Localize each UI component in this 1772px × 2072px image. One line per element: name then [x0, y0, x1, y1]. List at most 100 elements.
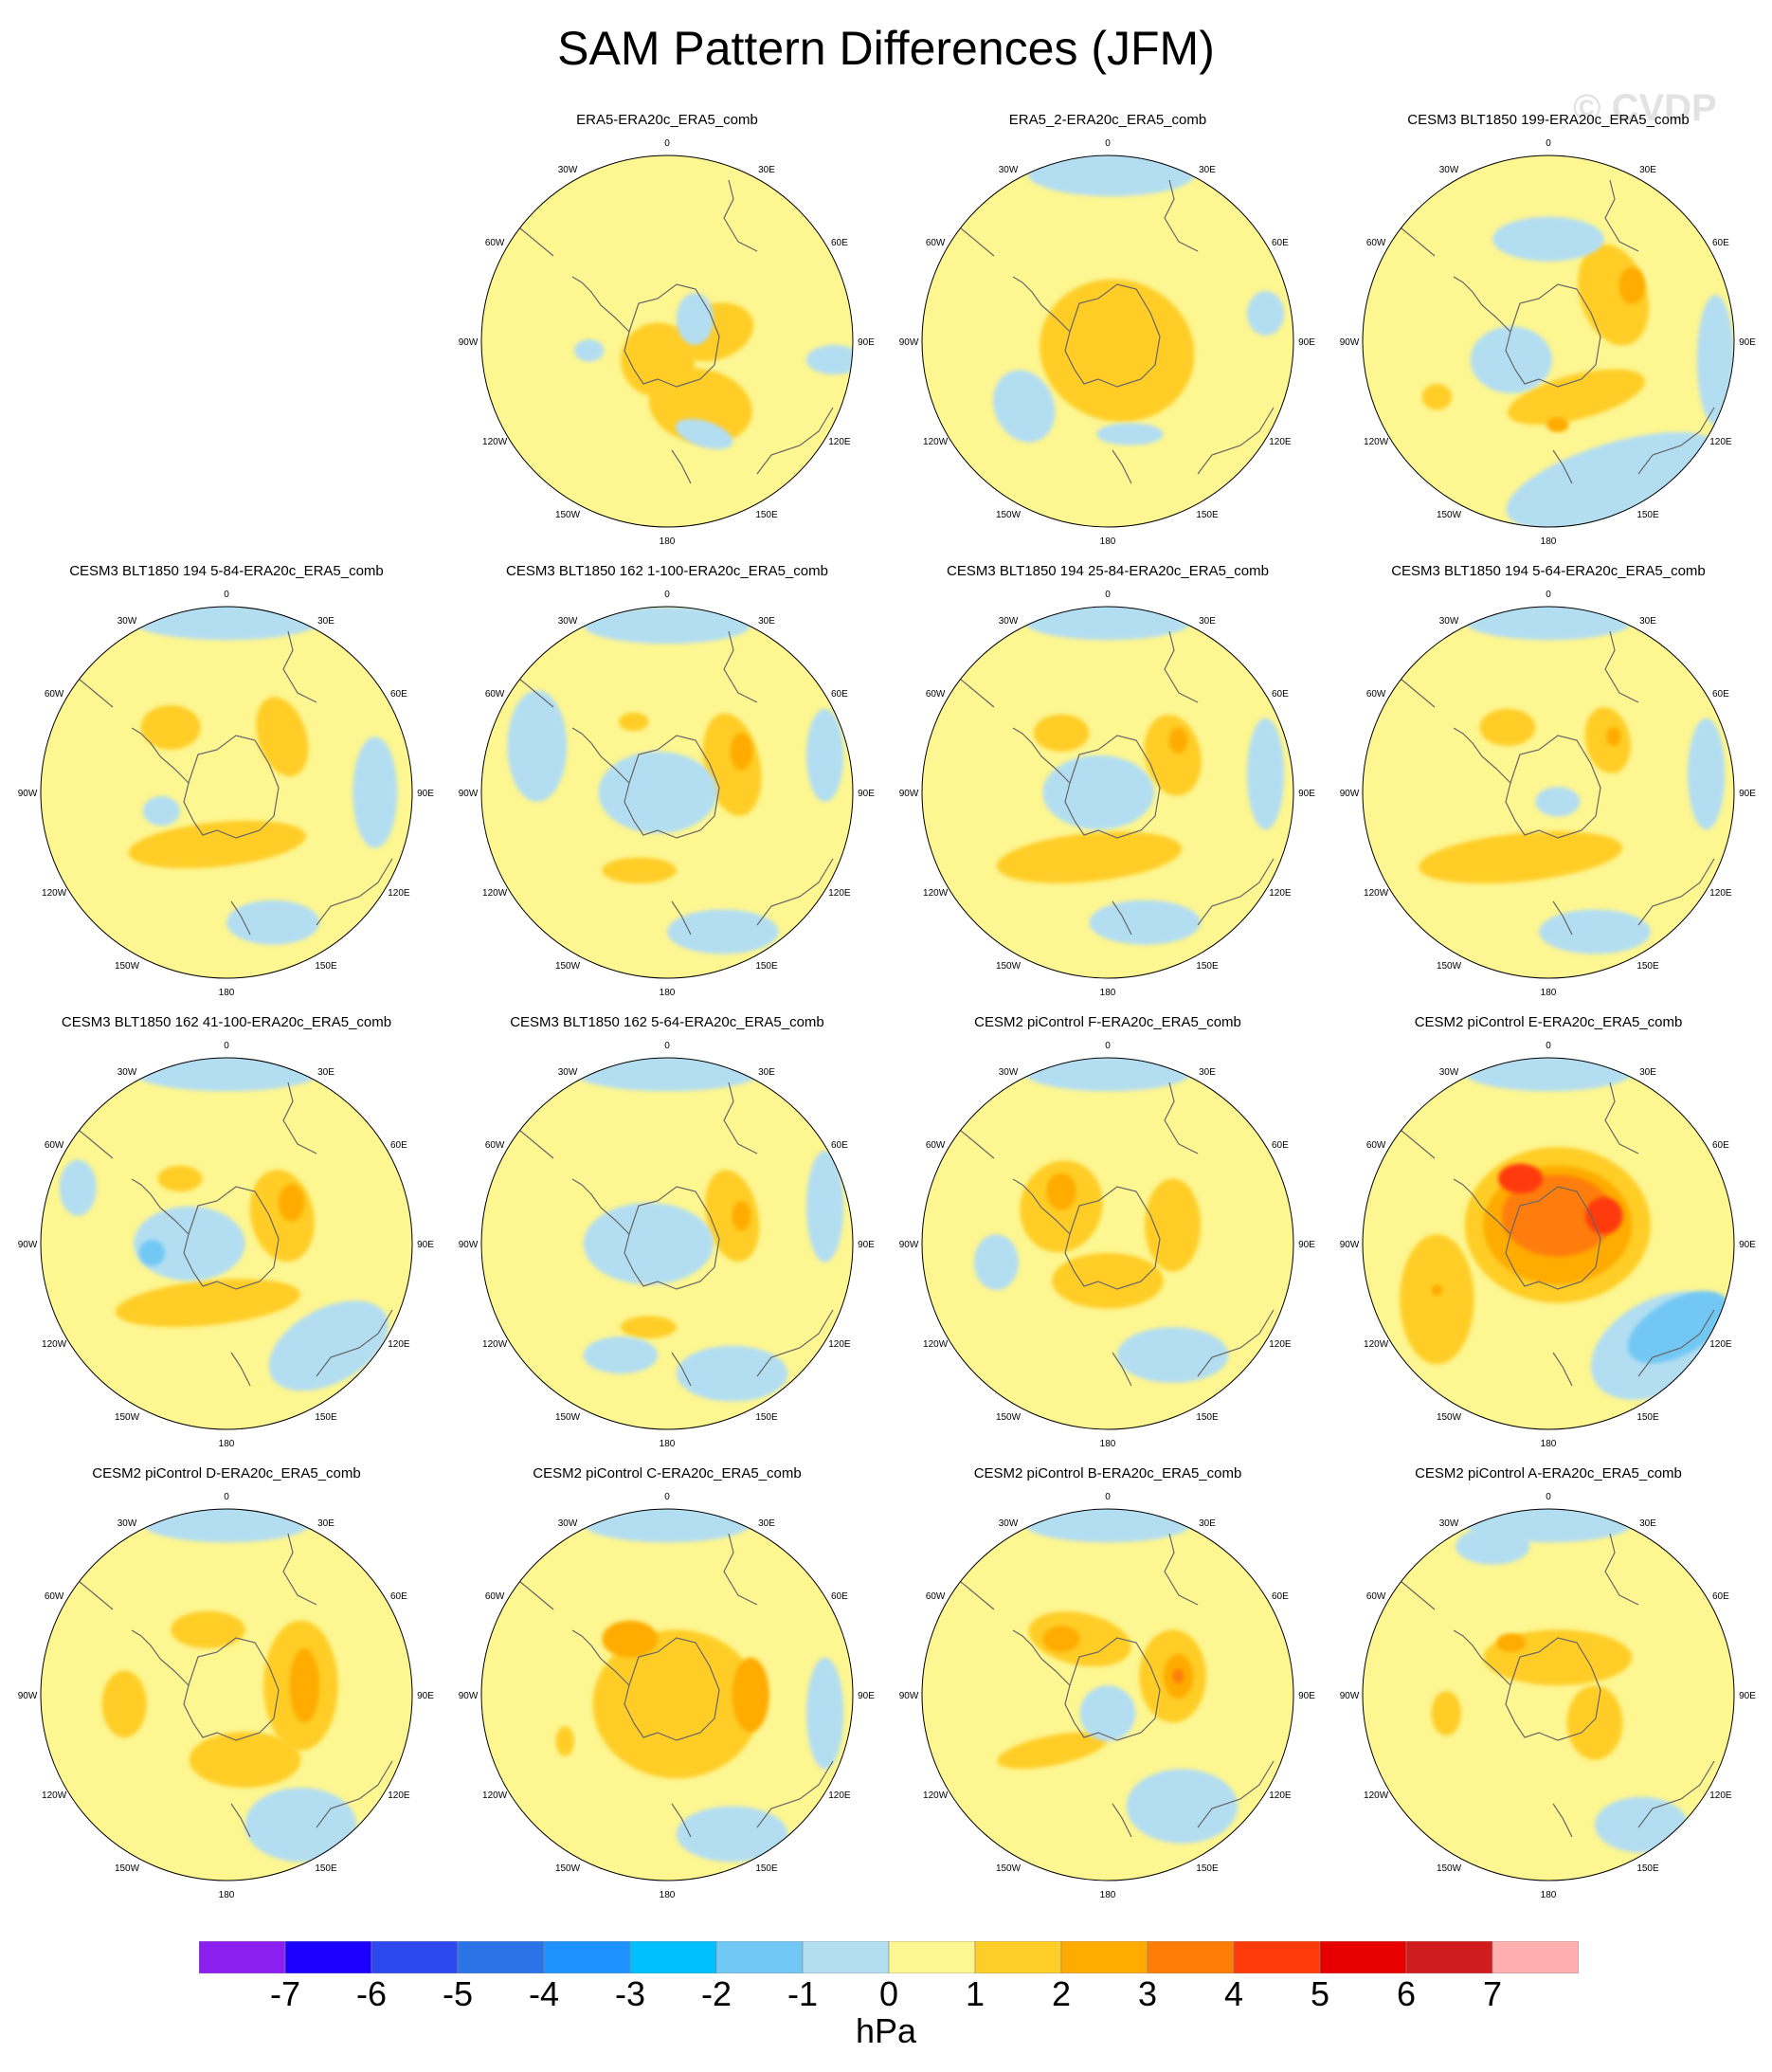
- longitude-label: 30W: [1439, 1518, 1459, 1529]
- negative-anomaly-contour: [353, 736, 398, 848]
- longitude-label: 30W: [1439, 165, 1459, 175]
- longitude-label: 30W: [1439, 616, 1459, 627]
- panel-title: CESM2 piControl A-ERA20c_ERA5_comb: [1415, 1465, 1682, 1481]
- panel-title: CESM3 BLT1850 162 41-100-ERA20c_ERA5_com…: [61, 1014, 392, 1030]
- longitude-label: 180: [219, 1439, 235, 1449]
- longitude-label: 30E: [758, 165, 775, 175]
- map-panel: CESM3 BLT1850 162 41-100-ERA20c_ERA5_com…: [5, 1014, 448, 1464]
- negative-anomaly-contour: [1116, 1327, 1229, 1383]
- map-boundary: [1362, 606, 1735, 979]
- longitude-label: 90E: [1739, 1691, 1756, 1701]
- negative-anomaly-contour: [806, 1657, 844, 1770]
- longitude-label: 90E: [858, 1240, 875, 1250]
- map-panel: CESM3 BLT1850 194 5-64-ERA20c_ERA5_comb 0…: [1327, 563, 1770, 1013]
- longitude-label: 60W: [1366, 1140, 1386, 1151]
- longitude-label: 120E: [388, 888, 410, 899]
- longitude-label: 120W: [482, 888, 508, 899]
- longitude-label: 60E: [390, 1140, 407, 1151]
- positive-anomaly-contour: [1502, 1174, 1614, 1257]
- longitude-label: 90W: [1340, 789, 1360, 799]
- colorbar-tick-label: -5: [442, 1974, 473, 2013]
- longitude-label: 120E: [828, 1339, 851, 1350]
- colorbar-swatch: [371, 1941, 459, 1973]
- longitude-label: 30E: [1199, 1067, 1216, 1078]
- negative-anomaly-contour: [142, 1509, 311, 1543]
- longitude-label: 150W: [555, 961, 581, 972]
- longitude-label: 150E: [315, 1863, 337, 1874]
- negative-anomaly-contour: [142, 795, 180, 827]
- panel-title: CESM3 BLT1850 194 5-84-ERA20c_ERA5_comb: [69, 563, 384, 579]
- colorbar-swatch: [199, 1941, 286, 1973]
- longitude-label: 60W: [485, 238, 505, 248]
- colorbar-tick-label: -6: [355, 1974, 387, 2013]
- longitude-label: 150W: [555, 510, 581, 520]
- longitude-label: 60W: [926, 1140, 946, 1151]
- map-boundary: [480, 154, 854, 528]
- polar-map: 0 30E 60E 90E 120E 150E 180 150W 120W 90W 60W 30W: [1340, 138, 1757, 547]
- map-boundary: [480, 1057, 854, 1430]
- longitude-label: 60E: [1712, 1591, 1729, 1602]
- colorbar-tick-label: 2: [1051, 1974, 1072, 2013]
- longitude-label: 90W: [459, 337, 479, 348]
- polar-map: 0 30E 60E 90E 120E 150E 180 150W 120W 90W 60W 30W: [18, 1492, 435, 1900]
- longitude-label: 150W: [1437, 1863, 1462, 1874]
- longitude-label: 90E: [858, 1691, 875, 1701]
- polar-map: 0 30E 60E 90E 120E 150E 180 150W 120W 90W 60W 30W: [1340, 590, 1757, 998]
- longitude-label: 150W: [115, 1863, 140, 1874]
- positive-anomaly-contour: [602, 857, 677, 883]
- panel-title: CESM2 piControl B-ERA20c_ERA5_comb: [973, 1465, 1242, 1481]
- negative-anomaly-contour: [1464, 1058, 1633, 1092]
- positive-anomaly-contour: [1431, 1284, 1443, 1296]
- negative-anomaly-contour: [676, 1345, 788, 1402]
- colorbar-swatch: [1492, 1941, 1579, 1973]
- longitude-label: 90W: [18, 789, 38, 799]
- positive-anomaly-contour: [157, 1165, 203, 1192]
- negative-anomaly-contour: [1089, 900, 1201, 945]
- panel-title: CESM3 BLT1850 162 5-64-ERA20c_ERA5_comb: [510, 1014, 824, 1030]
- longitude-label: 120E: [828, 437, 851, 447]
- panel-title: CESM3 BLT1850 199-ERA20c_ERA5_comb: [1407, 112, 1690, 128]
- longitude-label: 90W: [1340, 1691, 1360, 1701]
- longitude-label: 150E: [755, 961, 778, 972]
- negative-anomaly-contour: [134, 607, 319, 641]
- negative-anomaly-contour: [507, 690, 568, 802]
- panel-title: CESM3 BLT1850 162 1-100-ERA20c_ERA5_comb: [506, 563, 828, 579]
- longitude-label: 90E: [417, 1691, 434, 1701]
- map-boundary: [40, 606, 413, 979]
- negative-anomaly-contour: [1042, 754, 1154, 830]
- longitude-label: 60W: [45, 1591, 64, 1602]
- longitude-label: 150E: [1636, 510, 1659, 520]
- negative-anomaly-contour: [1470, 326, 1552, 393]
- longitude-label: 60W: [926, 238, 946, 248]
- map-boundary: [1362, 154, 1735, 528]
- polar-map: 0 30E 60E 90E 120E 150E 180 150W 120W 90W 60W 30W: [459, 1492, 876, 1900]
- longitude-label: 30W: [118, 1067, 137, 1078]
- longitude-label: 0: [1546, 1492, 1551, 1502]
- longitude-label: 60E: [390, 689, 407, 700]
- map-panel: CESM3 BLT1850 162 1-100-ERA20c_ERA5_comb…: [445, 563, 889, 1013]
- longitude-label: 180: [1100, 536, 1116, 547]
- polar-map: 0 30E 60E 90E 120E 150E 180 150W 120W 90W 60W 30W: [1340, 1041, 1757, 1449]
- positive-anomaly-contour: [621, 1316, 677, 1338]
- negative-anomaly-contour: [1688, 718, 1726, 830]
- longitude-label: 120W: [42, 1339, 67, 1350]
- negative-anomaly-contour: [59, 1159, 97, 1216]
- longitude-label: 90W: [18, 1691, 38, 1701]
- longitude-label: 60W: [485, 1591, 505, 1602]
- positive-anomaly-contour: [732, 1200, 751, 1231]
- negative-anomaly-contour: [1027, 155, 1196, 197]
- longitude-label: 60W: [1366, 238, 1386, 248]
- longitude-label: 30E: [1639, 616, 1656, 627]
- longitude-label: 60E: [1712, 238, 1729, 248]
- negative-anomaly-contour: [1126, 1769, 1239, 1844]
- longitude-label: 120E: [1709, 1339, 1732, 1350]
- panel-title: CESM2 piControl F-ERA20c_ERA5_comb: [974, 1014, 1241, 1030]
- panel-title: CESM3 BLT1850 194 25-84-ERA20c_ERA5_comb: [947, 563, 1269, 579]
- colorbar-swatch: [543, 1941, 631, 1973]
- negative-anomaly-contour: [667, 909, 779, 954]
- panel-title: CESM2 piControl E-ERA20c_ERA5_comb: [1414, 1014, 1683, 1030]
- polar-map: 0 30E 60E 90E 120E 150E 180 150W 120W 90W 60W 30W: [899, 138, 1316, 547]
- longitude-label: 180: [219, 1890, 235, 1900]
- longitude-label: 60W: [1366, 1591, 1386, 1602]
- longitude-label: 120W: [482, 437, 508, 447]
